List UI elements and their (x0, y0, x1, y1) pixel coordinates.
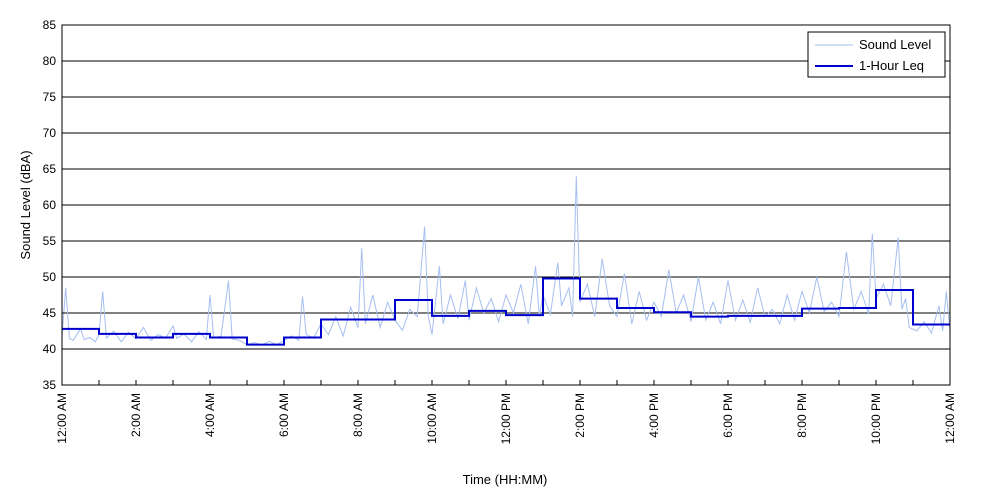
x-tick-label: 2:00 AM (129, 393, 143, 437)
y-axis-title: Sound Level (dBA) (18, 150, 33, 259)
x-tick-label: 2:00 PM (573, 393, 587, 438)
legend-label-sound-level: Sound Level (859, 37, 931, 52)
y-tick-label: 60 (43, 198, 57, 212)
series-hourly-leq (62, 277, 950, 346)
y-tick-label: 45 (43, 306, 57, 320)
x-tick-label: 10:00 PM (869, 393, 883, 444)
grid-lines (62, 60, 950, 350)
y-tick-label: 35 (43, 378, 57, 392)
x-tick-label: 12:00 PM (499, 393, 513, 444)
plot-border (61, 24, 951, 386)
x-axis-ticks: 12:00 AM 2:00 AM 4:00 AM 6:00 AM 8:00 AM 10:0… (55, 380, 957, 444)
x-tick-label: 8:00 AM (351, 393, 365, 437)
y-tick-label: 40 (43, 342, 57, 356)
x-tick-label: 12:00 AM (943, 393, 957, 444)
x-tick-label: 10:00 AM (425, 393, 439, 444)
x-tick-label: 12:00 AM (55, 393, 69, 444)
y-tick-label: 75 (43, 90, 57, 104)
x-tick-label: 8:00 PM (795, 393, 809, 438)
y-tick-label: 65 (43, 162, 57, 176)
series-lines (61, 176, 951, 346)
legend-box (807, 31, 946, 78)
y-tick-label: 80 (43, 54, 57, 68)
y-tick-label: 70 (43, 126, 57, 140)
y-axis-ticks: 35 40 45 50 55 60 65 70 75 80 85 (43, 18, 67, 392)
x-axis-title: Time (HH:MM) (463, 472, 548, 487)
y-tick-label: 55 (43, 234, 57, 248)
y-tick-label: 50 (43, 270, 57, 284)
x-tick-label: 4:00 AM (203, 393, 217, 437)
x-tick-label: 6:00 AM (277, 393, 291, 437)
x-tick-label: 6:00 PM (721, 393, 735, 438)
x-tick-label: 4:00 PM (647, 393, 661, 438)
legend-label-hourly-leq: 1-Hour Leq (859, 58, 924, 73)
y-tick-label: 85 (43, 18, 57, 32)
legend: Sound Level 1-Hour Leq (807, 31, 946, 78)
